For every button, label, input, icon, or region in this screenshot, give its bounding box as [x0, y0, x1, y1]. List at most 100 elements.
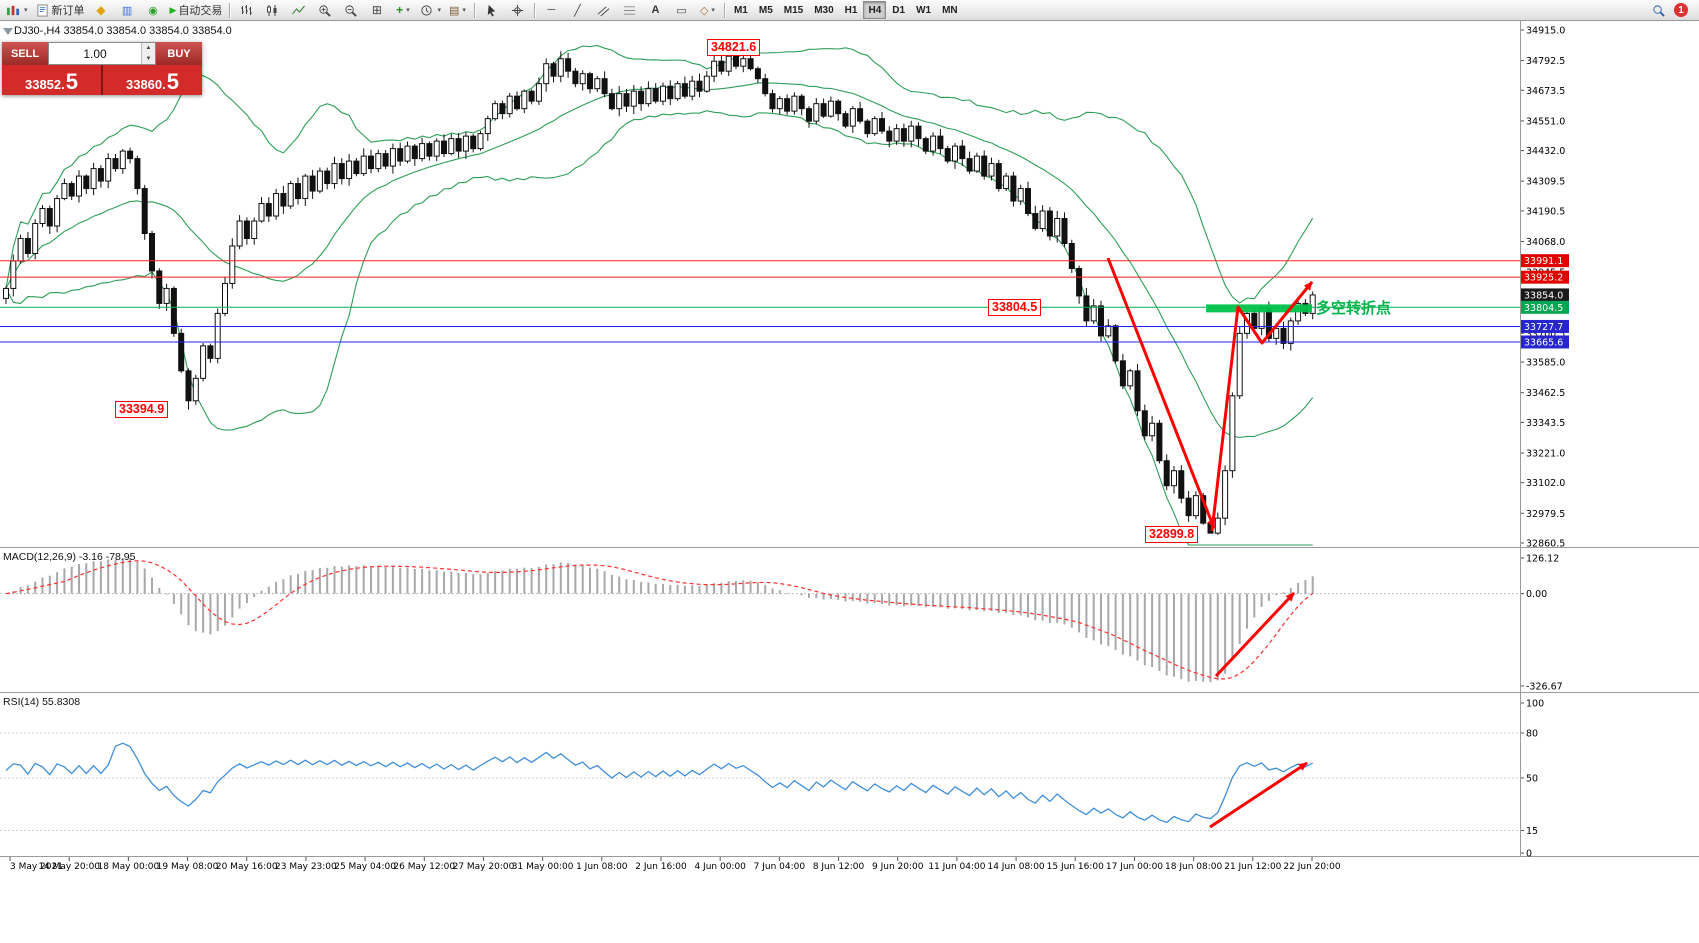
svg-text:18 May 00:00: 18 May 00:00: [98, 862, 160, 872]
channel-button[interactable]: [591, 1, 616, 20]
volume-input[interactable]: 1.00: [83, 46, 107, 61]
timeframe-button-h1[interactable]: H1: [844, 4, 858, 16]
svg-text:25 May 04:00: 25 May 04:00: [334, 862, 396, 872]
play-icon: ▶: [169, 4, 177, 15]
navigator-button[interactable]: ◉: [141, 1, 166, 20]
metaeditor-button[interactable]: ◆: [89, 1, 114, 20]
annotation-pivot-note[interactable]: 多空转折点: [1316, 300, 1392, 317]
shapes-button[interactable]: ◇ ▾: [695, 1, 720, 20]
search-button[interactable]: [1646, 1, 1671, 20]
svg-text:33854.0: 33854.0: [1524, 290, 1563, 301]
annotation-jun-low-price[interactable]: 32899.8: [1145, 526, 1199, 543]
annotation-peak-price[interactable]: 34821.6: [707, 39, 761, 56]
navigator-icon: ◉: [148, 4, 158, 17]
order-document-icon: [36, 3, 48, 17]
timeframe-button-d1[interactable]: D1: [892, 4, 906, 16]
svg-text:34915.0: 34915.0: [1526, 26, 1565, 37]
text-tool-icon: A: [651, 4, 660, 16]
buy-price-head: 33860.: [125, 77, 166, 92]
zoom-in-icon: [319, 4, 332, 17]
timeframe-button-m1[interactable]: M1: [733, 4, 748, 16]
autotrading-button[interactable]: ▶ 自动交易: [167, 1, 226, 20]
text-tool-button[interactable]: A: [643, 1, 668, 20]
svg-text:17 Jun 00:00: 17 Jun 00:00: [1106, 862, 1163, 872]
line-chart-button[interactable]: [286, 1, 311, 20]
svg-text:15: 15: [1526, 826, 1538, 837]
tile-windows-button[interactable]: ⊞: [364, 1, 389, 20]
svg-text:0: 0: [1526, 849, 1532, 860]
timeframe-button-w1[interactable]: W1: [916, 4, 932, 16]
top-toolbar: ▾ 新订单 ◆ ▥ ◉ ▶ 自动交易 ⊞ + ▾ ▾ ▤ ▾ ─ ╱ A ▭ ◇ ▾ …: [0, 0, 1699, 21]
label-icon: ▭: [676, 4, 687, 17]
volume-down-button[interactable]: ▼: [142, 53, 155, 64]
svg-text:27 May 20:00: 27 May 20:00: [453, 862, 515, 872]
chart-symbol-label: DJ30-,H4 33854.0 33854.0 33854.0 33854.0: [14, 25, 232, 37]
svg-text:3 May 2021: 3 May 2021: [10, 862, 63, 872]
timeframe-button-h4[interactable]: H4: [863, 1, 887, 19]
svg-text:33991.1: 33991.1: [1524, 256, 1563, 267]
sell-price-pip: 5: [65, 69, 78, 94]
svg-text:14 May 20:00: 14 May 20:00: [38, 862, 100, 872]
timeframe-button-mn[interactable]: MN: [942, 4, 958, 16]
candlestick-chart-icon: [267, 4, 277, 16]
sell-button[interactable]: SELL: [2, 42, 48, 65]
svg-text:33462.5: 33462.5: [1526, 388, 1565, 399]
sell-price-button[interactable]: 33852. 5: [2, 65, 101, 95]
svg-text:34190.5: 34190.5: [1526, 206, 1565, 217]
fibonacci-button[interactable]: [617, 1, 642, 20]
templates-icon: ▤: [448, 4, 460, 17]
volume-steppers: ▲ ▼: [141, 43, 155, 64]
annotation-may-low-price[interactable]: 33394.9: [115, 401, 169, 418]
bar-chart-button[interactable]: [234, 1, 259, 20]
label-tool-button[interactable]: ▭: [669, 1, 694, 20]
diamond-icon: ◆: [96, 3, 106, 17]
svg-text:50: 50: [1526, 774, 1538, 785]
trendline-button[interactable]: ╱: [565, 1, 590, 20]
buy-button[interactable]: BUY: [156, 42, 202, 65]
svg-text:126.12: 126.12: [1526, 554, 1559, 565]
timeframe-button-m30[interactable]: M30: [814, 4, 834, 16]
svg-text:20 May 16:00: 20 May 16:00: [216, 862, 278, 872]
indicators-button[interactable]: + ▾: [390, 1, 415, 20]
svg-text:100: 100: [1526, 699, 1544, 710]
svg-text:31 May 00:00: 31 May 00:00: [512, 862, 574, 872]
volume-box: 1.00 ▲ ▼: [48, 42, 156, 65]
toolbar-separator: [473, 2, 475, 18]
timeframe-button-m15[interactable]: M15: [783, 4, 804, 16]
svg-text:19 May 08:00: 19 May 08:00: [157, 862, 219, 872]
svg-text:-326.67: -326.67: [1526, 682, 1563, 693]
market-watch-button[interactable]: ▥: [115, 1, 140, 20]
zoom-out-button[interactable]: [338, 1, 363, 20]
svg-text:33343.5: 33343.5: [1526, 418, 1565, 429]
candlestick-chart-button[interactable]: [260, 1, 285, 20]
svg-text:18 Jun 08:00: 18 Jun 08:00: [1165, 862, 1222, 872]
periods-button[interactable]: ▾: [416, 1, 444, 20]
chevron-down-icon: ▾: [711, 7, 715, 14]
svg-text:23 May 23:00: 23 May 23:00: [275, 862, 337, 872]
shapes-icon: ◇: [699, 4, 709, 17]
templates-button[interactable]: ▤ ▾: [445, 1, 470, 20]
one-click-panel-toggle-icon[interactable]: [3, 28, 13, 35]
annotation-pivot-price[interactable]: 33804.5: [988, 299, 1042, 316]
crosshair-button[interactable]: [505, 1, 530, 20]
svg-text:2 Jun 16:00: 2 Jun 16:00: [635, 862, 687, 872]
notification-badge[interactable]: 1: [1674, 3, 1688, 17]
channel-icon: [597, 5, 610, 16]
buy-price-button[interactable]: 33860. 5: [103, 65, 202, 95]
autotrading-label: 自动交易: [178, 5, 223, 17]
new-order-button[interactable]: 新订单: [32, 1, 88, 20]
new-chart-button[interactable]: ▾: [3, 1, 31, 20]
rsi-panel-label: RSI(14) 55.8308: [3, 696, 81, 708]
svg-text:33925.2: 33925.2: [1524, 273, 1563, 284]
svg-text:9 Jun 20:00: 9 Jun 20:00: [872, 862, 924, 872]
cursor-button[interactable]: [479, 1, 504, 20]
tile-windows-icon: ⊞: [371, 3, 382, 17]
timeframe-button-m5[interactable]: M5: [758, 4, 773, 16]
volume-up-button[interactable]: ▲: [142, 43, 155, 54]
horizontal-line-button[interactable]: ─: [539, 1, 564, 20]
svg-text:34309.5: 34309.5: [1526, 177, 1565, 188]
svg-text:8 Jun 12:00: 8 Jun 12:00: [813, 862, 865, 872]
zoom-in-button[interactable]: [312, 1, 337, 20]
svg-text:32979.5: 32979.5: [1526, 509, 1565, 520]
